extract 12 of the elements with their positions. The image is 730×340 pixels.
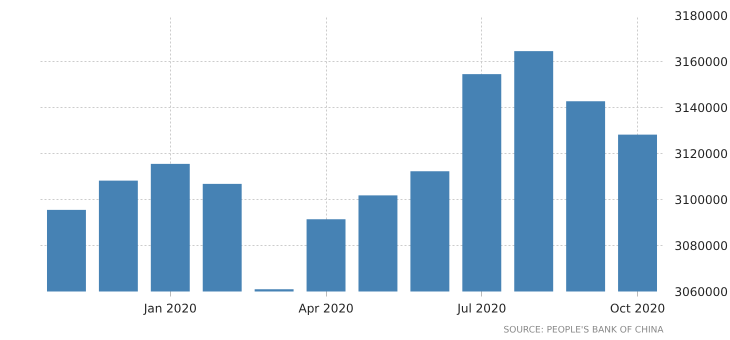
x-tick-label: Apr 2020 [298,302,354,316]
y-tick-label: 3080000 [674,239,728,253]
y-tick-label: 3140000 [674,101,728,115]
y-tick-label: 3120000 [674,147,728,161]
x-tick-label: Jul 2020 [456,302,506,316]
y-tick-label: 3180000 [674,9,728,23]
y-tick-label: 3160000 [674,55,728,69]
source-note: SOURCE: PEOPLE'S BANK OF CHINA [504,326,664,336]
y-tick-label: 3100000 [674,193,728,207]
y-tick-label: 3060000 [674,285,728,299]
x-tick-label: Oct 2020 [610,302,666,316]
x-tick-label: Jan 2020 [142,302,197,316]
